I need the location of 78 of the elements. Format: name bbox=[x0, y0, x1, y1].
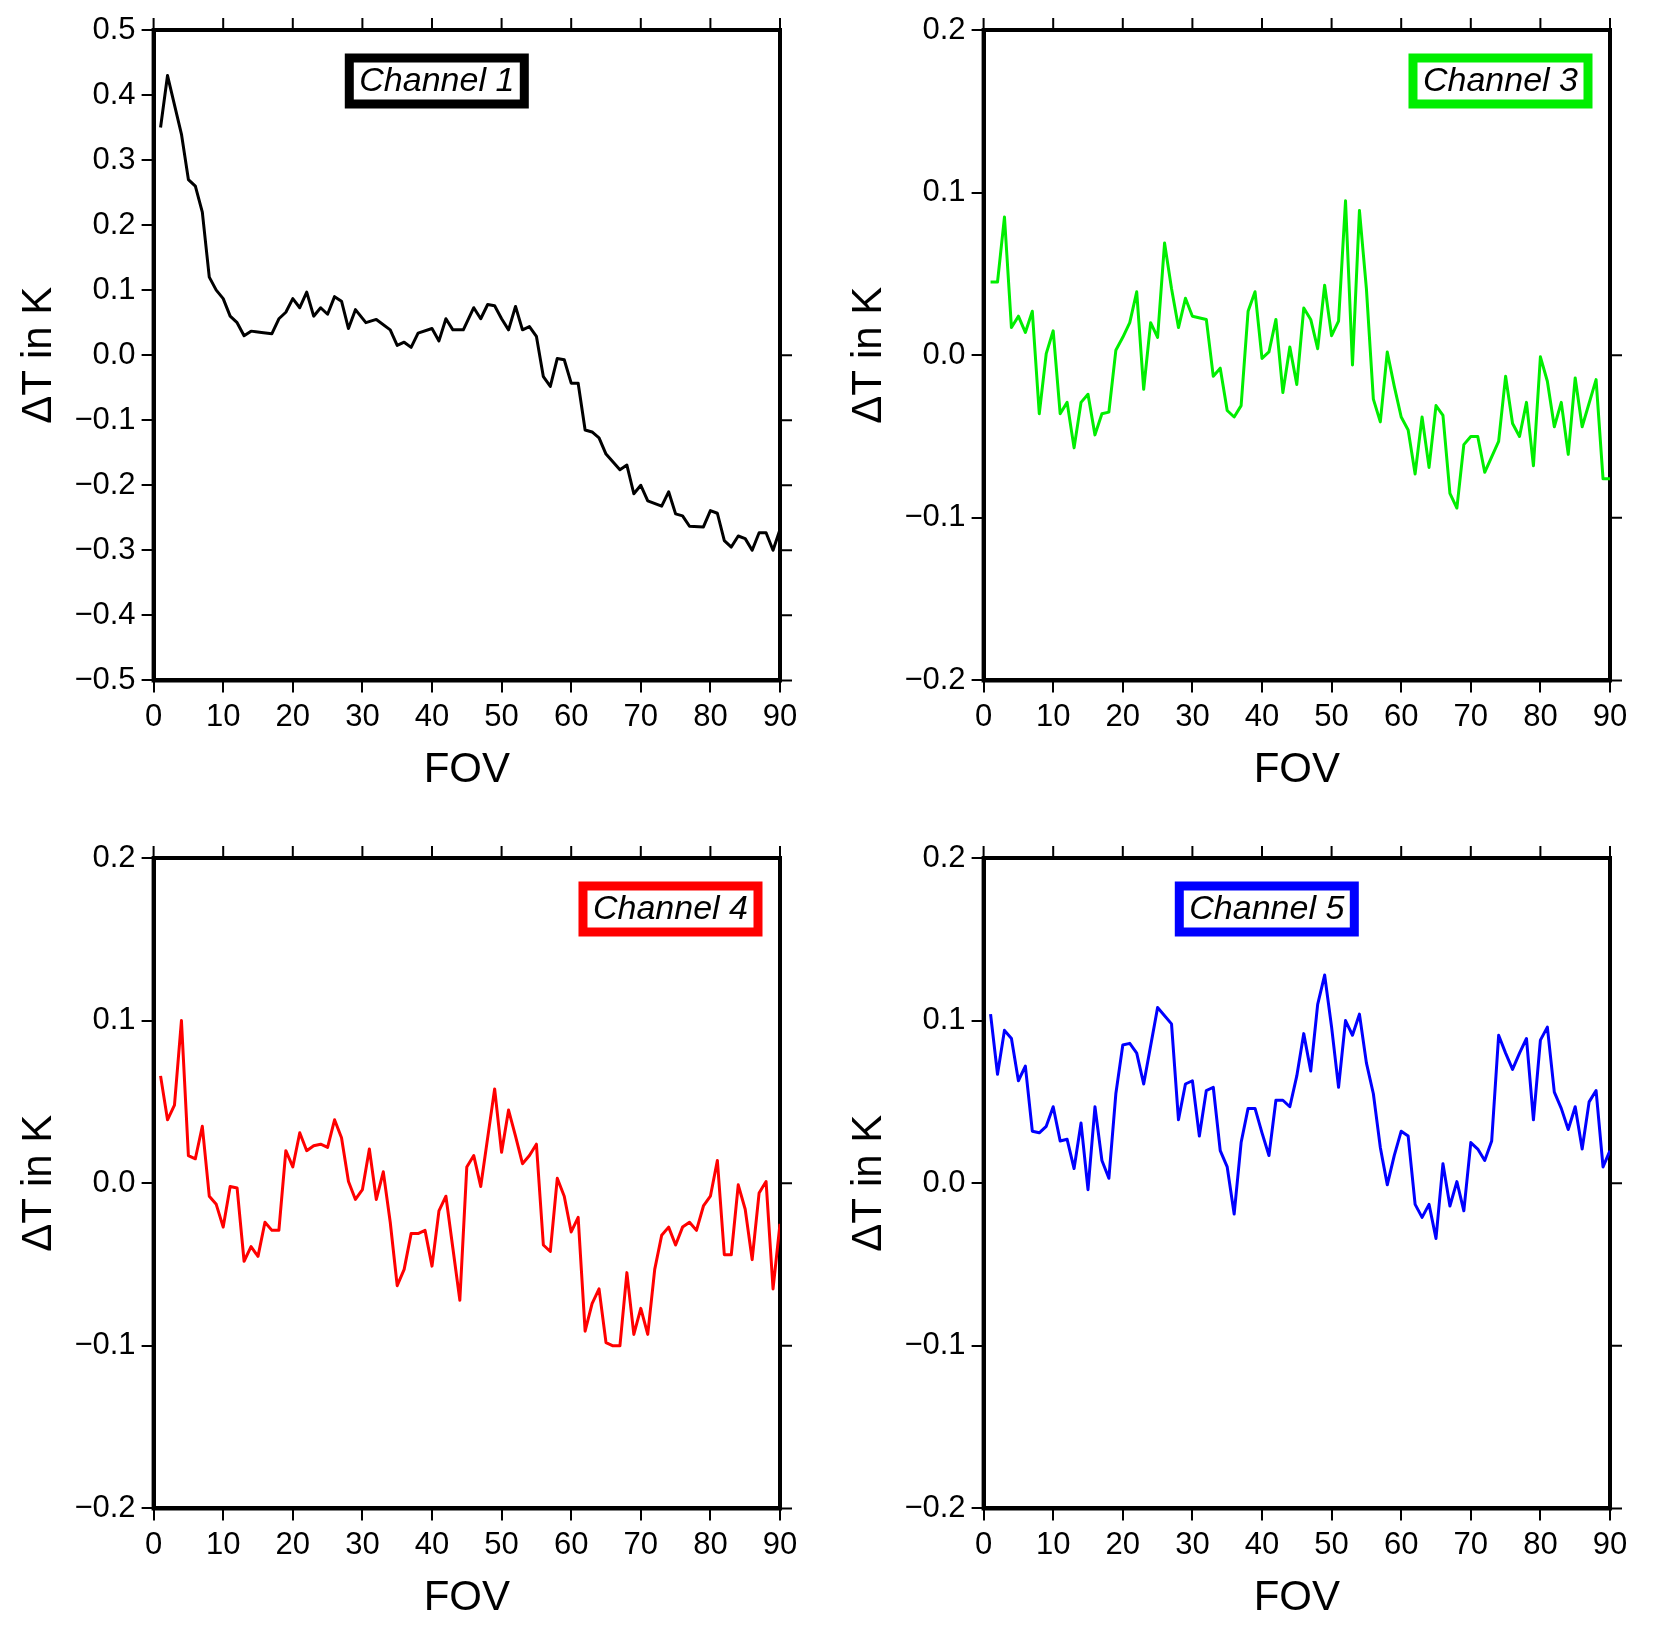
y-tick-label: 0.3 bbox=[92, 140, 136, 176]
series-label: Channel 5 bbox=[1189, 888, 1345, 927]
x-tick-label: 10 bbox=[205, 1525, 241, 1561]
y-axis-title: ΔT in K bbox=[12, 1114, 60, 1252]
y-axis-title: ΔT in K bbox=[842, 1114, 890, 1252]
x-tick-label: 90 bbox=[762, 1525, 798, 1561]
y-tick-label: 0.1 bbox=[92, 270, 136, 306]
y-tick-label: 0.0 bbox=[922, 1163, 966, 1199]
x-tick-label: 20 bbox=[275, 1525, 311, 1561]
x-tick-label: 40 bbox=[1244, 697, 1280, 733]
x-tick-label: 40 bbox=[414, 697, 450, 733]
x-tick-label: 40 bbox=[414, 1525, 450, 1561]
y-tick-label: −0.1 bbox=[74, 1326, 136, 1362]
y-tick-label: −0.2 bbox=[74, 1488, 136, 1524]
x-tick-label: 70 bbox=[623, 1525, 659, 1561]
y-axis-title: ΔT in K bbox=[12, 286, 60, 424]
x-tick-label: 70 bbox=[1453, 1525, 1489, 1561]
x-tick-label: 80 bbox=[693, 1525, 728, 1561]
x-tick-label: 80 bbox=[1523, 1525, 1558, 1561]
y-tick-label: 0.1 bbox=[922, 173, 966, 209]
x-tick-label: 70 bbox=[623, 697, 659, 733]
x-tick-label: 50 bbox=[484, 1525, 519, 1561]
legend-label: Channel 1 bbox=[359, 60, 515, 99]
x-tick-label: 80 bbox=[693, 697, 728, 733]
y-tick-label: 0.1 bbox=[922, 1001, 966, 1037]
x-tick-label: 50 bbox=[1314, 1525, 1349, 1561]
x-tick-label: 70 bbox=[1453, 697, 1489, 733]
y-tick-label: 0.1 bbox=[92, 1001, 136, 1037]
y-tick-label: −0.1 bbox=[904, 1326, 966, 1362]
x-tick-label: 0 bbox=[144, 1525, 163, 1561]
x-tick-label: 10 bbox=[1035, 697, 1071, 733]
x-tick-label: 10 bbox=[1035, 1525, 1071, 1561]
y-tick-label: 0.0 bbox=[92, 1163, 136, 1199]
x-axis-title: FOV bbox=[423, 744, 510, 792]
x-tick-label: 10 bbox=[205, 697, 241, 733]
y-tick-label: 0.5 bbox=[92, 10, 136, 46]
x-axis-title: FOV bbox=[1253, 744, 1340, 792]
x-tick-label: 0 bbox=[974, 1525, 993, 1561]
y-tick-label: 0.2 bbox=[922, 838, 966, 874]
x-tick-label: 80 bbox=[1523, 697, 1558, 733]
y-tick-label: 0.2 bbox=[92, 838, 136, 874]
x-tick-label: 60 bbox=[553, 1525, 589, 1561]
text: Channel 3 bbox=[1422, 60, 1579, 99]
y-tick-label: −0.2 bbox=[904, 660, 966, 696]
y-tick-label: −0.4 bbox=[74, 595, 136, 631]
x-axis-title: FOV bbox=[423, 1572, 510, 1620]
x-tick-label: 50 bbox=[1314, 697, 1349, 733]
y-tick-label: 0.0 bbox=[922, 335, 966, 371]
text: Channel 4 bbox=[592, 888, 749, 927]
x-tick-label: 50 bbox=[484, 697, 519, 733]
x-tick-label: 60 bbox=[1383, 1525, 1419, 1561]
y-tick-label: −0.2 bbox=[74, 465, 136, 501]
y-tick-label: −0.2 bbox=[904, 1488, 966, 1524]
x-tick-label: 20 bbox=[1105, 1525, 1141, 1561]
x-tick-label: 30 bbox=[345, 697, 380, 733]
x-tick-label: 60 bbox=[553, 697, 589, 733]
x-tick-label: 0 bbox=[974, 697, 993, 733]
y-tick-label: 0.0 bbox=[92, 335, 136, 371]
x-tick-label: 90 bbox=[1592, 697, 1628, 733]
y-tick-label: −0.3 bbox=[74, 530, 136, 566]
y-axis-title: ΔT in K bbox=[842, 286, 890, 424]
x-tick-label: 90 bbox=[1592, 1525, 1628, 1561]
x-axis-title: FOV bbox=[1253, 1572, 1340, 1620]
x-tick-label: 20 bbox=[275, 697, 311, 733]
x-tick-label: 60 bbox=[1383, 697, 1419, 733]
y-tick-label: 0.2 bbox=[922, 10, 966, 46]
y-tick-label: −0.1 bbox=[904, 498, 966, 534]
x-tick-label: 0 bbox=[144, 697, 163, 733]
x-tick-label: 90 bbox=[762, 697, 798, 733]
x-tick-label: 30 bbox=[1175, 1525, 1210, 1561]
y-tick-label: −0.5 bbox=[74, 660, 136, 696]
x-tick-label: 30 bbox=[1175, 697, 1210, 733]
y-tick-label: −0.1 bbox=[74, 400, 136, 436]
x-tick-label: 30 bbox=[345, 1525, 380, 1561]
x-tick-label: 40 bbox=[1244, 1525, 1280, 1561]
y-tick-label: 0.4 bbox=[92, 75, 136, 111]
x-tick-label: 20 bbox=[1105, 697, 1141, 733]
y-tick-label: 0.2 bbox=[92, 205, 136, 241]
